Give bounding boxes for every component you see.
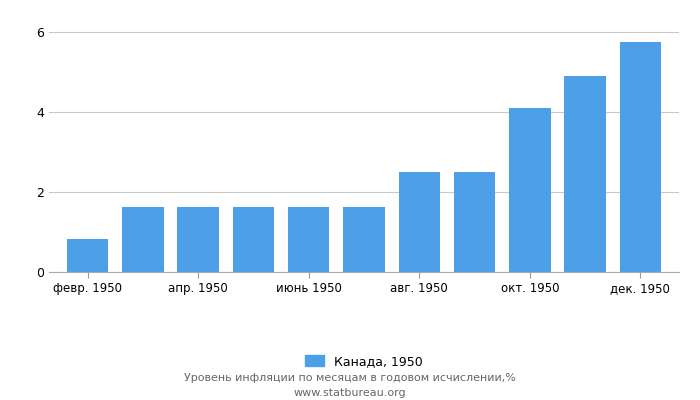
- Bar: [509, 108, 550, 272]
- Bar: [454, 172, 496, 272]
- Text: Уровень инфляции по месяцам в годовом исчислении,%: Уровень инфляции по месяцам в годовом ис…: [184, 373, 516, 383]
- Bar: [564, 76, 606, 272]
- Bar: [178, 207, 219, 272]
- Bar: [288, 207, 330, 272]
- Text: www.statbureau.org: www.statbureau.org: [294, 388, 406, 398]
- Bar: [620, 42, 661, 272]
- Legend: Канада, 1950: Канада, 1950: [300, 350, 428, 373]
- Bar: [398, 172, 440, 272]
- Bar: [232, 207, 274, 272]
- Bar: [343, 207, 385, 272]
- Bar: [122, 207, 164, 272]
- Bar: [67, 239, 108, 272]
